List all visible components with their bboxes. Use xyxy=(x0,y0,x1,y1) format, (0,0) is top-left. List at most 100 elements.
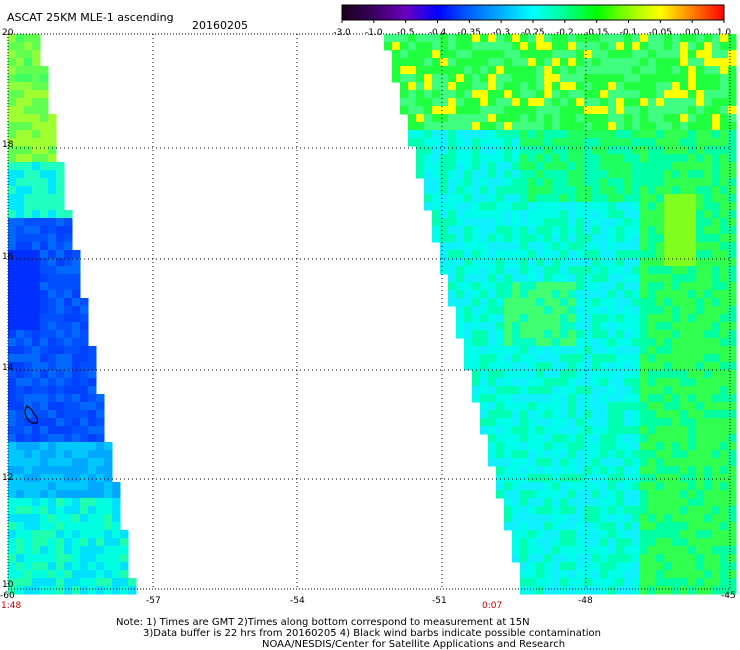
data-cell xyxy=(48,378,57,387)
data-cell xyxy=(528,522,537,531)
data-cell xyxy=(608,298,617,307)
data-cell xyxy=(96,410,105,419)
data-cell xyxy=(576,34,585,43)
data-cell xyxy=(664,298,673,307)
data-cell xyxy=(80,426,89,435)
data-cell xyxy=(664,426,673,435)
data-cell xyxy=(632,290,641,299)
data-cell xyxy=(456,74,465,83)
data-cell xyxy=(104,546,113,555)
data-cell xyxy=(8,482,17,491)
data-cell xyxy=(560,338,569,347)
data-cell xyxy=(688,370,697,379)
data-cell xyxy=(488,242,497,251)
data-cell xyxy=(424,34,433,43)
data-cell xyxy=(80,578,89,587)
data-cell xyxy=(504,314,513,323)
data-cell xyxy=(488,186,497,195)
data-cell xyxy=(728,274,737,283)
data-cell xyxy=(576,522,585,531)
data-cell xyxy=(424,146,433,155)
data-cell xyxy=(648,538,657,547)
data-cell xyxy=(496,178,505,187)
data-cell xyxy=(24,466,33,475)
lat-label-10: 10 xyxy=(2,580,14,590)
data-cell xyxy=(592,186,601,195)
data-cell xyxy=(480,322,489,331)
data-cell xyxy=(64,458,73,467)
data-cell xyxy=(592,266,601,275)
data-cell xyxy=(480,314,489,323)
data-cell xyxy=(720,410,729,419)
data-cell xyxy=(640,394,649,403)
data-cell xyxy=(536,98,545,107)
data-cell xyxy=(72,282,81,291)
data-cell xyxy=(688,170,697,179)
data-cell xyxy=(576,266,585,275)
data-cell xyxy=(536,274,545,283)
data-cell xyxy=(696,458,705,467)
data-cell xyxy=(480,362,489,371)
data-cell xyxy=(488,50,497,59)
data-cell xyxy=(544,346,553,355)
data-cell xyxy=(672,410,681,419)
data-cell xyxy=(680,146,689,155)
data-cell xyxy=(664,130,673,139)
data-cell xyxy=(688,130,697,139)
data-cell xyxy=(704,490,713,499)
data-cell xyxy=(696,226,705,235)
data-cell xyxy=(24,578,33,587)
data-cell xyxy=(8,402,17,411)
data-cell xyxy=(568,178,577,187)
data-cell xyxy=(56,178,65,187)
data-cell xyxy=(688,554,697,563)
data-cell xyxy=(696,42,705,51)
data-cell xyxy=(656,122,665,131)
data-cell xyxy=(576,146,585,155)
data-cell xyxy=(560,570,569,579)
data-cell xyxy=(632,482,641,491)
data-cell xyxy=(24,194,33,203)
data-cell xyxy=(448,74,457,83)
data-cell xyxy=(616,298,625,307)
data-cell xyxy=(552,554,561,563)
data-cell xyxy=(64,394,73,403)
data-cell xyxy=(440,210,449,219)
data-cell xyxy=(696,322,705,331)
data-cell xyxy=(672,274,681,283)
data-cell xyxy=(408,114,417,123)
data-cell xyxy=(600,330,609,339)
data-cell xyxy=(728,186,737,195)
data-cell xyxy=(720,418,729,427)
data-cell xyxy=(568,250,577,259)
data-cell xyxy=(8,386,17,395)
data-cell xyxy=(576,106,585,115)
data-cell xyxy=(704,106,713,115)
data-cell xyxy=(496,370,505,379)
data-cell xyxy=(712,146,721,155)
data-cell xyxy=(520,394,529,403)
data-cell xyxy=(520,314,529,323)
data-cell xyxy=(432,34,441,43)
data-cell xyxy=(56,234,65,243)
data-cell xyxy=(464,146,473,155)
data-cell xyxy=(8,306,17,315)
data-cell xyxy=(688,538,697,547)
data-cell xyxy=(464,186,473,195)
data-cell xyxy=(704,242,713,251)
data-cell xyxy=(704,482,713,491)
data-cell xyxy=(40,474,49,483)
data-cell xyxy=(632,450,641,459)
data-cell xyxy=(32,554,41,563)
data-cell xyxy=(448,66,457,75)
data-cell xyxy=(440,42,449,51)
data-cell xyxy=(552,210,561,219)
data-cell xyxy=(504,354,513,363)
data-cell xyxy=(40,202,49,211)
data-cell xyxy=(576,154,585,163)
data-cell xyxy=(640,98,649,107)
data-cell xyxy=(512,538,521,547)
data-cell xyxy=(552,434,561,443)
data-cell xyxy=(56,506,65,515)
data-cell xyxy=(584,490,593,499)
